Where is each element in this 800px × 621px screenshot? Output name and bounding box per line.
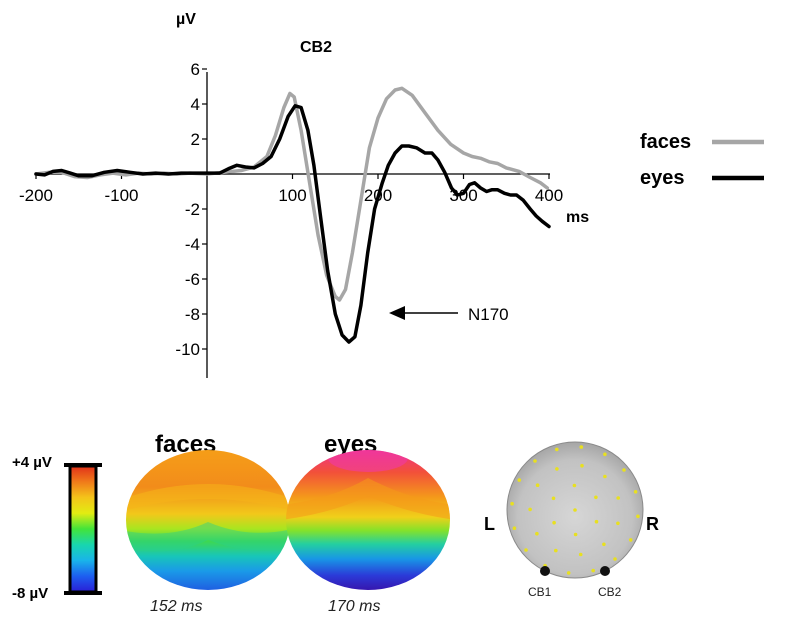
electrode-dot [616, 496, 620, 500]
colorbar-fill [68, 464, 98, 594]
electrode-dot [622, 468, 626, 472]
electrode-dot [578, 552, 583, 557]
head-right-label: R [646, 514, 659, 534]
head-left-label: L [484, 514, 495, 534]
colorbar: +4 µV -8 µV [12, 454, 102, 602]
x-tick-label: -200 [19, 186, 53, 205]
electrode-dot [616, 521, 620, 526]
electrode-dot [535, 531, 539, 536]
electrode-dot [602, 542, 606, 547]
electrode-cb1-label: CB1 [528, 585, 552, 599]
legend: faces eyes [640, 131, 764, 189]
electrode-cb2-label: CB2 [598, 585, 622, 599]
electrode-cb1-marker [540, 566, 550, 576]
electrode-dot [555, 447, 559, 452]
electrode-dot [594, 519, 599, 524]
x-tick-label: -100 [104, 186, 138, 205]
electrode-dot [573, 508, 577, 512]
electrode-dot [535, 483, 540, 488]
legend-label-eyes: eyes [640, 167, 685, 189]
x-tick-label: 300 [449, 186, 477, 205]
electrode-dot [552, 520, 556, 525]
electrode-dot [510, 501, 514, 506]
electrode-dot [533, 459, 537, 463]
chart-title: CB2 [300, 39, 332, 56]
electrode-dot [555, 467, 559, 471]
topomap-eyes-time: 170 ms [328, 598, 380, 615]
topomap-eyes: eyes 170 ms [286, 431, 450, 615]
electrode-dots [510, 445, 640, 575]
electrode-cb2-marker [600, 566, 610, 576]
topomap-faces-time: 152 ms [150, 598, 202, 615]
electrode-dot [517, 478, 522, 482]
electrode-dot [628, 538, 633, 542]
electrode-dot [633, 490, 638, 494]
y-axis-label: µV [176, 11, 196, 28]
n170-label: N170 [468, 305, 509, 324]
electrode-dot [603, 474, 607, 479]
electrode-dot [528, 507, 532, 512]
n170-annotation: N170 [389, 305, 509, 324]
colorbar-max-label: +4 µV [12, 454, 52, 471]
electrode-head-diagram: L R CB1 CB2 [484, 441, 659, 599]
series-line-eyes [34, 104, 551, 344]
colorbar-min-label: -8 µV [12, 585, 48, 602]
electrode-dot [566, 571, 571, 575]
n170-arrow-head [389, 306, 405, 320]
y-tick-label: -8 [185, 305, 200, 324]
y-tick-label: -4 [185, 235, 200, 254]
electrode-dot [572, 483, 577, 488]
electrode-dot [512, 526, 517, 530]
y-tick-label: -2 [185, 200, 200, 219]
electrode-dot [636, 514, 640, 519]
erp-chart: CB2 µV ms -200 -100 100 200 300 400642-2-4-6-… [19, 11, 589, 378]
topomap-faces: faces 152 ms [126, 431, 290, 615]
electrode-dot [551, 496, 556, 501]
x-axis-label: ms [566, 209, 589, 226]
x-tick-label: 100 [278, 186, 306, 205]
electrode-dot [524, 548, 528, 552]
electrode-dot [573, 532, 578, 537]
y-tick-label: 4 [191, 95, 200, 114]
y-tick-label: -10 [175, 340, 200, 359]
x-tick-label: 400 [535, 186, 563, 205]
y-tick-label: 2 [191, 130, 200, 149]
y-tick-label: -6 [185, 270, 200, 289]
y-tick-label: 6 [191, 60, 200, 79]
electrode-dot [580, 463, 584, 468]
electrode-dot [591, 568, 595, 573]
electrode-dot [554, 548, 558, 553]
electrode-dot [594, 495, 598, 500]
electrode-dot [613, 557, 617, 561]
electrode-dot [603, 452, 607, 457]
legend-label-faces: faces [640, 131, 691, 153]
electrode-dot [579, 445, 584, 449]
